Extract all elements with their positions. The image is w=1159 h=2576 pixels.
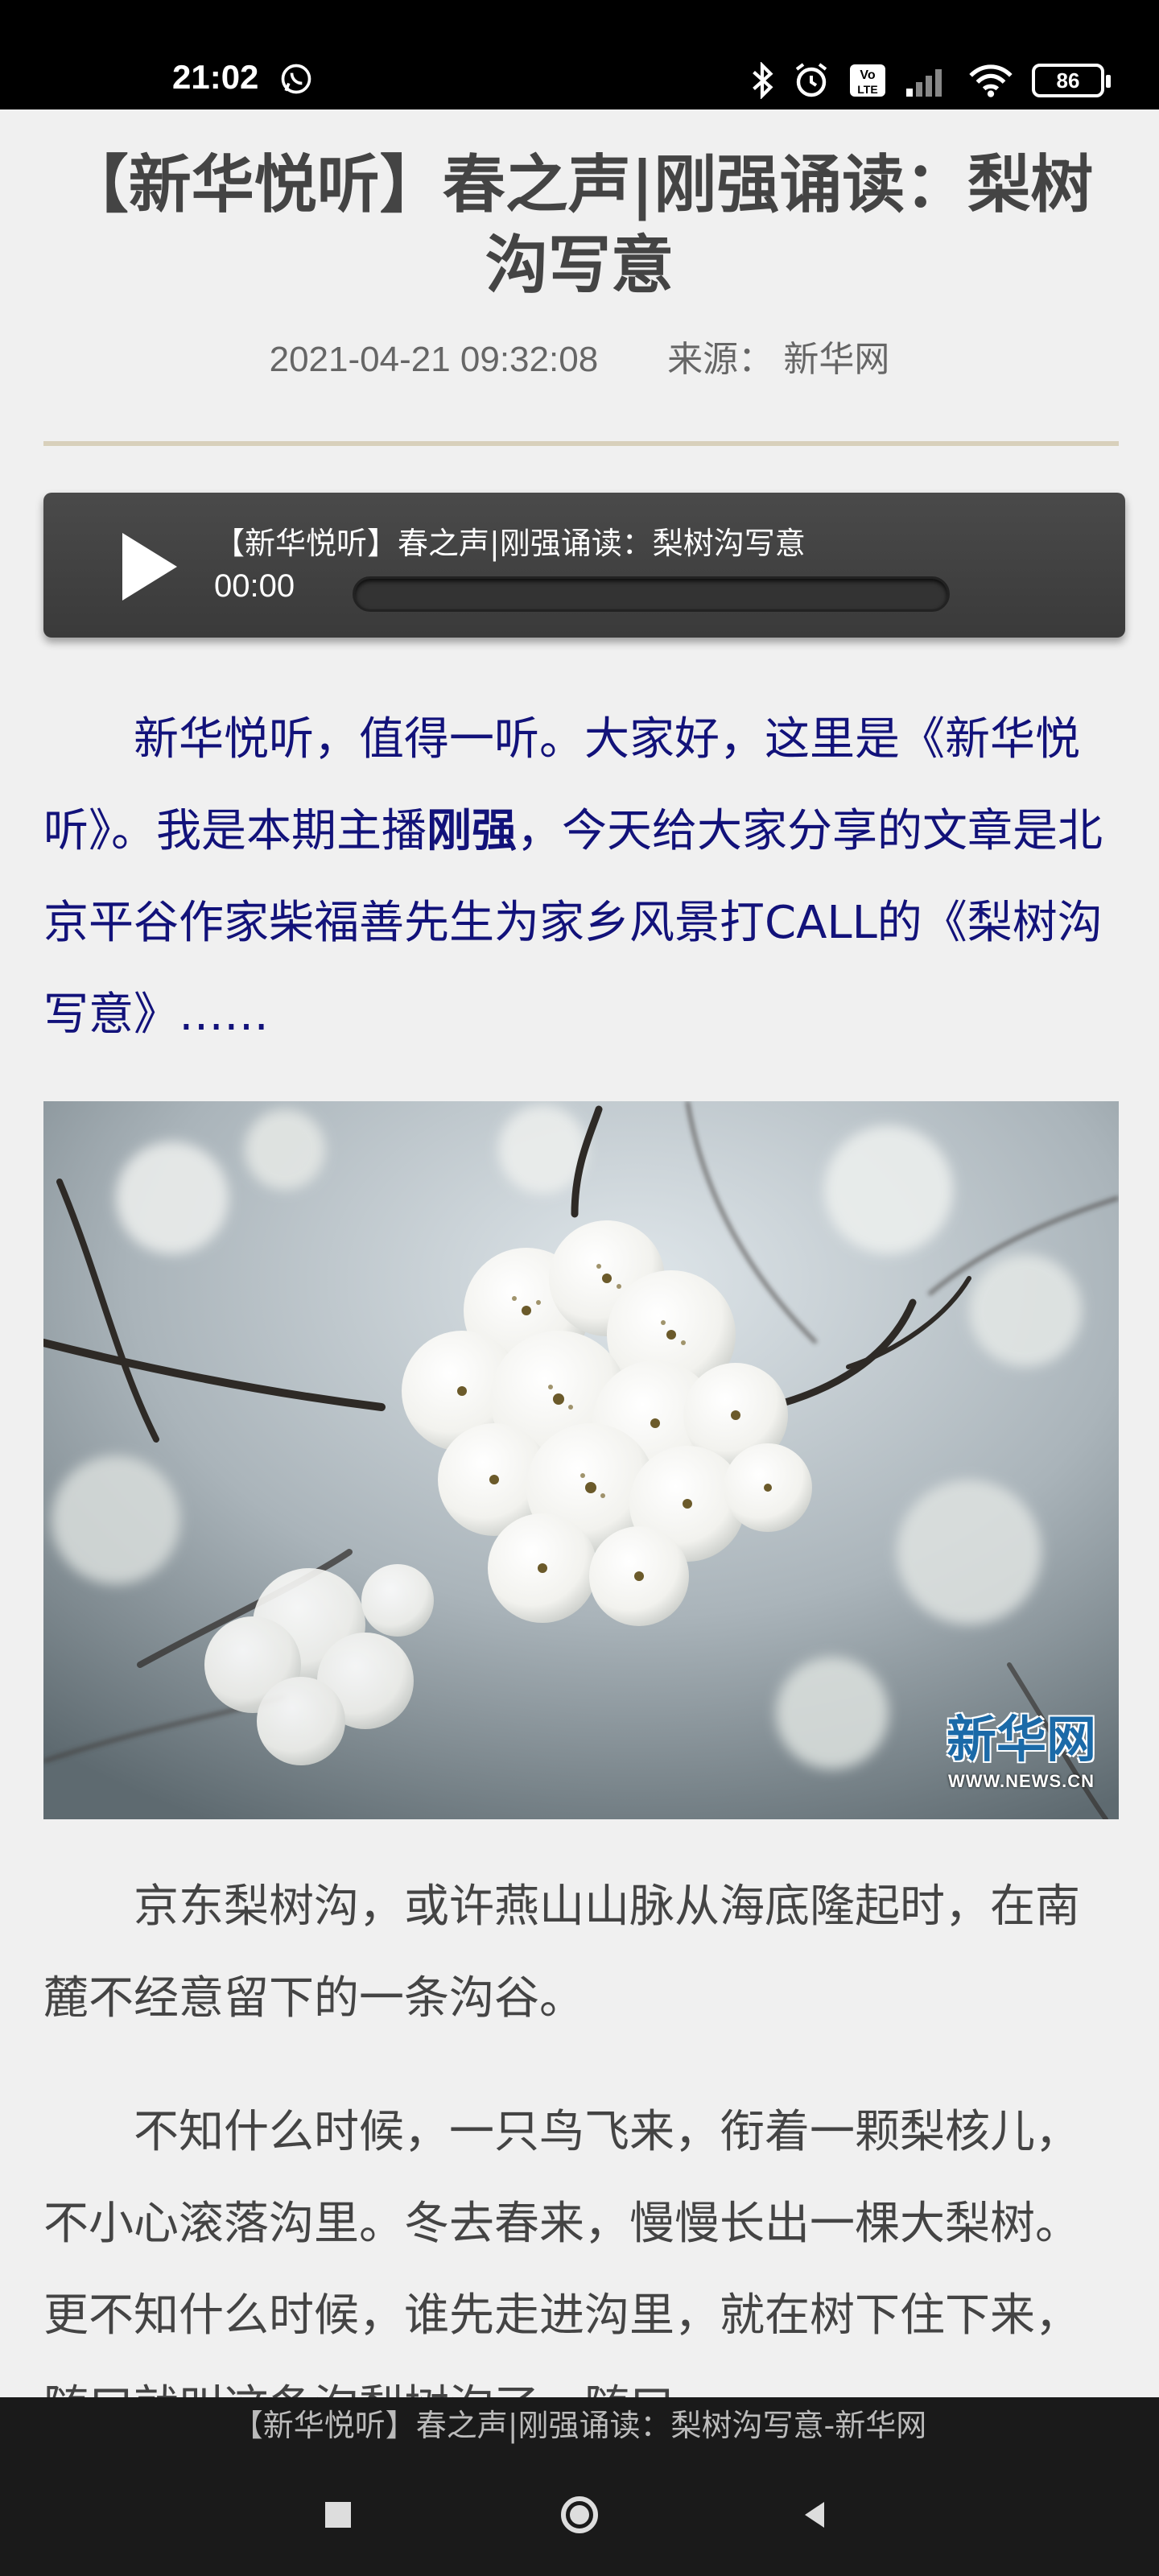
square-icon xyxy=(325,2502,351,2528)
svg-text:Vo: Vo xyxy=(860,68,875,82)
watermark-url: WWW.NEWS.CN xyxy=(947,1771,1095,1791)
current-time: 00:00 xyxy=(214,568,295,604)
navigation-bar xyxy=(0,2454,1159,2576)
recent-apps-button[interactable] xyxy=(306,2483,370,2547)
body-paragraph: 京东梨树沟，或许燕山山脉从海底隆起时，在南麓不经意留下的一条沟谷。 xyxy=(43,1880,1080,2025)
status-icons: Vo LTE 86 xyxy=(750,58,1111,103)
back-triangle-icon xyxy=(805,2502,824,2528)
article-source: 来源： 新华网 xyxy=(667,340,890,379)
circle-icon xyxy=(561,2496,598,2533)
page-title: 【新华悦听】春之声|刚强诵读：梨树沟写意 xyxy=(65,149,1094,302)
svg-text:LTE: LTE xyxy=(857,83,877,96)
track-title: 【新华悦听】春之声|刚强诵读：梨树沟写意 xyxy=(214,526,806,561)
intro-paragraph: 新华悦听，值得一听。大家好，这里是《新华悦听》。我是本期主播刚强，今天给大家分享… xyxy=(43,694,1119,1061)
pear-blossom-image xyxy=(43,1101,1119,1819)
whatsapp-icon xyxy=(281,64,311,94)
intro-text-2: ，今天给大家分享的文章是北京平谷作家柴福善先生为家乡风景打CALL的《梨树沟写意… xyxy=(43,805,1103,1041)
browser-page-title: 【新华悦听】春之声|刚强诵读：梨树沟写意-新华网 xyxy=(0,2397,1159,2454)
signal-icon xyxy=(906,69,942,97)
news-watermark: 新华网 WWW.NEWS.CN xyxy=(947,1699,1096,1792)
anchor-name: 刚强 xyxy=(427,805,517,857)
article-photo: 新华网 WWW.NEWS.CN xyxy=(43,1101,1119,1819)
status-time: 21:02 xyxy=(172,58,259,96)
publish-date: 2021-04-21 09:32:08 xyxy=(269,340,599,379)
wifi-icon xyxy=(969,64,1013,97)
watermark-logo: 新华网 xyxy=(946,1710,1096,1769)
home-button[interactable] xyxy=(547,2483,612,2547)
article-meta: 2021-04-21 09:32:08 来源： 新华网 xyxy=(0,330,1159,382)
battery-level: 86 xyxy=(1056,68,1080,93)
back-button[interactable] xyxy=(782,2483,847,2547)
play-button[interactable] xyxy=(106,526,187,607)
bluetooth-icon xyxy=(753,62,773,99)
progress-bar[interactable] xyxy=(353,576,950,612)
battery-icon: 86 xyxy=(1032,64,1111,97)
audio-player: 【新华悦听】春之声|刚强诵读：梨树沟写意 00:00 xyxy=(43,493,1125,638)
intro-text-1: 新华悦听，值得一听。大家好，这里是《新华悦听》。我是本期主播 xyxy=(43,713,1080,857)
status-bar: 21:02 Vo LTE xyxy=(0,0,1159,109)
volte-icon: Vo LTE xyxy=(850,64,885,97)
alarm-icon xyxy=(795,63,827,97)
header-divider xyxy=(43,441,1119,446)
